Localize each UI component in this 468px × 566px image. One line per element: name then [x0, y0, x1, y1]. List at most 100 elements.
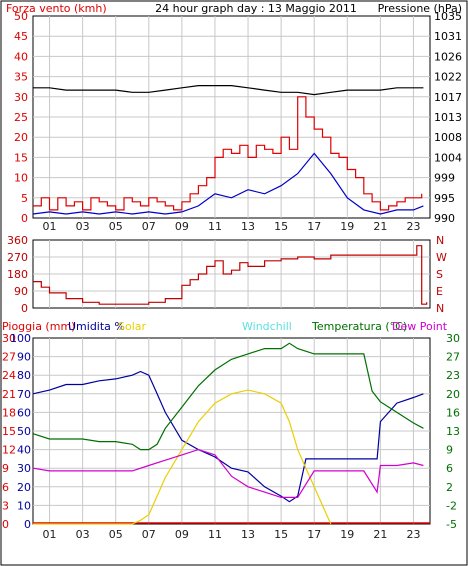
- rain-y-tick: 27: [2, 351, 16, 364]
- x-tick-label: 09: [175, 528, 189, 541]
- wind-y-tick: 40: [14, 50, 28, 63]
- pressure-y-tick: 1008: [434, 131, 462, 144]
- pressure-y-tick: 1013: [434, 111, 462, 124]
- x-tick-label: 17: [307, 528, 321, 541]
- humidity-axis-title: Umidita %: [68, 320, 125, 333]
- temperature-y-tick: 23: [446, 369, 460, 382]
- humidity-y-tick: 10: [17, 499, 31, 512]
- pressure-y-tick: 1031: [434, 30, 462, 43]
- x-tick-label: 05: [109, 220, 123, 233]
- direction-compass-tick: E: [436, 285, 443, 298]
- pressure-axis-title: Pressione (hPa): [378, 2, 462, 15]
- solar-legend: Solar: [118, 320, 147, 333]
- x-tick-label: 13: [241, 528, 255, 541]
- x-tick-label: 07: [142, 528, 156, 541]
- x-tick-label: 21: [373, 220, 387, 233]
- direction-y-tick: 270: [7, 251, 28, 264]
- temperature-y-tick: 2: [446, 481, 453, 494]
- rain-y-tick: 18: [2, 406, 16, 419]
- x-tick-label: 03: [76, 528, 90, 541]
- direction-y-tick: 90: [14, 285, 28, 298]
- x-tick-label: 19: [340, 528, 354, 541]
- chart-title: 24 hour graph day : 13 Maggio 2011: [155, 2, 357, 15]
- wind-y-tick: 25: [14, 111, 28, 124]
- humidity-y-tick: 70: [17, 388, 31, 401]
- wind-y-tick: 50: [14, 10, 28, 23]
- wind-y-tick: 0: [21, 212, 28, 225]
- wind-y-tick: 15: [14, 151, 28, 164]
- x-tick-label: 05: [109, 528, 123, 541]
- rain-y-tick: 6: [2, 481, 9, 494]
- direction-compass-tick: N: [436, 302, 444, 315]
- x-tick-label: 17: [307, 220, 321, 233]
- temperature-y-tick: -2: [446, 499, 457, 512]
- x-tick-label: 09: [175, 220, 189, 233]
- temperature-line: [32, 342, 424, 451]
- x-tick-label: 13: [241, 220, 255, 233]
- wind-y-tick: 30: [14, 91, 28, 104]
- wind-direction-line: [33, 245, 428, 305]
- x-tick-label: 23: [406, 528, 420, 541]
- temperature-axis-title: Temperatura (°C): [311, 320, 407, 333]
- x-tick-label: 15: [274, 220, 288, 233]
- rain-axis-title: Pioggia (mm): [2, 320, 75, 333]
- direction-y-tick: 0: [21, 302, 28, 315]
- x-tick-label: 21: [373, 528, 387, 541]
- temperature-y-tick: 16: [446, 406, 460, 419]
- x-tick-label: 07: [142, 220, 156, 233]
- x-tick-label: 01: [43, 528, 57, 541]
- dewpoint-legend: Dew Point: [392, 320, 448, 333]
- humidity-y-tick: 100: [10, 332, 31, 345]
- wind-y-tick: 45: [14, 30, 28, 43]
- humidity-y-tick: 90: [17, 351, 31, 364]
- wind-y-tick: 10: [14, 172, 28, 185]
- direction-y-tick: 180: [7, 268, 28, 281]
- humidity-y-tick: 30: [17, 462, 31, 475]
- pressure-y-tick: 1035: [434, 10, 462, 23]
- rain-y-tick: 9: [2, 462, 9, 475]
- temperature-y-tick: 6: [446, 462, 453, 475]
- pressure-line: [33, 85, 424, 96]
- wind-y-tick: 20: [14, 131, 28, 144]
- rain-y-tick: 3: [2, 499, 9, 512]
- windchill-legend: Windchill: [242, 320, 292, 333]
- temperature-y-tick: 13: [446, 425, 460, 438]
- rain-y-tick: 12: [2, 444, 16, 457]
- temperature-y-tick: 9: [446, 444, 453, 457]
- pressure-y-tick: 1004: [434, 151, 462, 164]
- pressure-y-tick: 999: [434, 172, 455, 185]
- x-tick-label: 23: [406, 220, 420, 233]
- direction-y-tick: 360: [7, 234, 28, 247]
- humidity-y-tick: 50: [17, 425, 31, 438]
- humidity-line: [32, 370, 424, 503]
- humidity-y-tick: 80: [17, 369, 31, 382]
- pressure-y-tick: 995: [434, 192, 455, 205]
- dewpoint-line: [32, 448, 424, 498]
- humidity-y-tick: 20: [17, 481, 31, 494]
- direction-compass-tick: S: [436, 268, 443, 281]
- rain-y-tick: 15: [2, 425, 16, 438]
- x-tick-label: 15: [274, 528, 288, 541]
- x-tick-label: 01: [43, 220, 57, 233]
- temperature-y-tick: 27: [446, 351, 460, 364]
- humidity-y-tick: 60: [17, 406, 31, 419]
- pressure-y-tick: 990: [434, 212, 455, 225]
- direction-compass-tick: W: [436, 251, 447, 264]
- pressure-y-tick: 1022: [434, 71, 462, 84]
- rain-y-tick: 0: [2, 518, 9, 531]
- wind-axis-title: Forza vento (kmh): [6, 2, 107, 15]
- direction-compass-tick: N: [436, 234, 444, 247]
- wind-gust-line: [33, 96, 423, 211]
- x-tick-label: 11: [208, 220, 222, 233]
- wind-avg-line: [32, 152, 424, 215]
- wind-y-tick: 35: [14, 71, 28, 84]
- humidity-y-tick: 40: [17, 444, 31, 457]
- x-tick-label: 03: [76, 220, 90, 233]
- humidity-y-tick: 0: [24, 518, 31, 531]
- temperature-y-tick: -5: [446, 518, 457, 531]
- x-tick-label: 11: [208, 528, 222, 541]
- pressure-y-tick: 1017: [434, 91, 462, 104]
- rain-y-tick: 24: [2, 369, 16, 382]
